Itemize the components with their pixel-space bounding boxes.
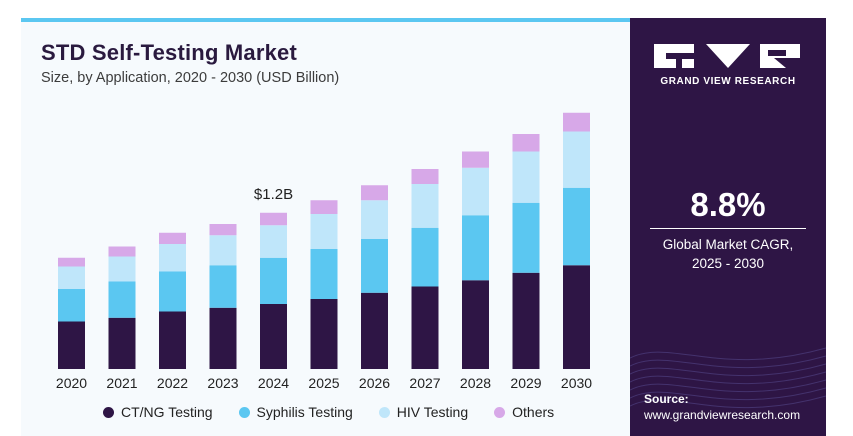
legend-item-syphilis: Syphilis Testing: [238, 404, 353, 420]
bar-2026-ct-ng-testing: [361, 292, 388, 369]
cagr-period: 2025 - 2030: [691, 256, 765, 271]
legend-label-hiv: HIV Testing: [396, 404, 469, 420]
bar-2029-others: [512, 134, 540, 152]
bar-2022-syphilis-testing: [159, 271, 186, 312]
stacked-bar-chart: 2020 2021 2022 2023 $1.2B 2024 2025 2026 2027 202…: [56, 112, 592, 391]
source-url[interactable]: www.grandviewresearch.com: [644, 408, 801, 422]
bar-2024-hiv-testing: [260, 225, 287, 258]
x-tick-label-2020: 2020: [56, 375, 87, 391]
bar-2022-others: [159, 232, 186, 244]
bar-2027-syphilis-testing: [411, 227, 439, 287]
x-tick-label-2022: 2022: [157, 375, 188, 391]
decorative-wave-pattern: [630, 347, 826, 409]
bar-2030-hiv-testing: [563, 131, 590, 188]
bar-2022-ct-ng-testing: [159, 311, 186, 369]
bar-2021-hiv-testing: [108, 256, 136, 282]
bar-2025-ct-ng-testing: [310, 299, 338, 369]
legend-item-ctng: CT/NG Testing: [103, 404, 213, 420]
x-tick-label-2024: 2024: [258, 375, 289, 391]
bar-2028-others: [462, 151, 489, 168]
legend-swatch-syphilis: [238, 406, 250, 418]
chart-card: STD Self-Testing Market Size, by Applica…: [21, 18, 826, 436]
bar-2020-others: [58, 257, 85, 267]
bar-2025-hiv-testing: [310, 214, 338, 249]
bar-2030-others: [563, 112, 590, 132]
bar-2024-others: [260, 212, 287, 226]
legend-label-ctng: CT/NG Testing: [121, 404, 213, 420]
bar-2027-ct-ng-testing: [411, 286, 439, 369]
x-tick-label-2026: 2026: [359, 375, 390, 391]
bar-2024-syphilis-testing: [260, 257, 287, 304]
bar-2029-hiv-testing: [512, 151, 540, 203]
grand-view-research-logo: [654, 44, 800, 68]
bar-2023-others: [209, 224, 237, 236]
bar-2026-syphilis-testing: [361, 239, 388, 293]
bar-2021-others: [108, 246, 136, 257]
x-tick-label-2029: 2029: [510, 375, 541, 391]
bar-2028-syphilis-testing: [462, 215, 489, 281]
cagr-label: Global Market CAGR,: [662, 237, 794, 252]
bar-2020-syphilis-testing: [58, 289, 85, 322]
legend-swatch-others: [494, 406, 506, 418]
legend-item-others: Others: [494, 404, 554, 420]
chart-title: STD Self-Testing Market: [41, 40, 298, 65]
chart-subtitle: Size, by Application, 2020 - 2030 (USD B…: [41, 70, 340, 86]
bar-2026-others: [361, 185, 388, 201]
side-panel: GRAND VIEW RESEARCH 8.8% Global Market C…: [630, 18, 826, 436]
legend-label-others: Others: [512, 404, 555, 420]
x-tick-label-2025: 2025: [308, 375, 339, 391]
x-tick-label-2027: 2027: [409, 375, 440, 391]
chart-legend: CT/NG Testing Syphilis Testing HIV Testi…: [103, 404, 580, 420]
cagr-divider: [650, 228, 806, 229]
bar-2030-ct-ng-testing: [563, 265, 590, 369]
x-tick-label-2028: 2028: [460, 375, 491, 391]
data-label-2024: $1.2B: [254, 186, 293, 203]
bar-2023-syphilis-testing: [209, 265, 237, 308]
top-accent-bar: [21, 18, 630, 22]
legend-label-syphilis: Syphilis Testing: [256, 404, 353, 420]
bar-2025-others: [310, 200, 338, 214]
bar-2026-hiv-testing: [361, 200, 388, 239]
x-tick-label-2030: 2030: [561, 375, 592, 391]
bar-2020-hiv-testing: [58, 266, 85, 289]
bar-2030-syphilis-testing: [563, 187, 590, 266]
bar-2020-ct-ng-testing: [58, 321, 85, 369]
source-label: Source:: [644, 392, 689, 406]
bar-2021-ct-ng-testing: [108, 317, 136, 369]
logo-text: GRAND VIEW RESEARCH: [660, 76, 796, 87]
bar-2029-ct-ng-testing: [512, 272, 540, 369]
legend-item-hiv: HIV Testing: [378, 404, 469, 420]
bar-2027-others: [411, 169, 439, 184]
bar-2024-ct-ng-testing: [260, 304, 287, 369]
bar-2025-syphilis-testing: [310, 249, 338, 299]
x-tick-label-2021: 2021: [106, 375, 137, 391]
bar-2023-ct-ng-testing: [209, 307, 237, 369]
legend-swatch-ctng: [103, 406, 114, 418]
bar-2028-hiv-testing: [462, 167, 489, 216]
cagr-label-block: Global Market CAGR, 2025 - 2030: [630, 235, 826, 273]
x-tick-label-2023: 2023: [207, 375, 238, 391]
bar-2027-hiv-testing: [411, 184, 439, 228]
bar-2028-ct-ng-testing: [462, 280, 489, 369]
bar-2022-hiv-testing: [159, 244, 186, 272]
bar-2023-hiv-testing: [209, 235, 237, 266]
bar-2021-syphilis-testing: [108, 281, 136, 318]
cagr-value: 8.8%: [690, 186, 766, 223]
bar-2029-syphilis-testing: [512, 202, 540, 273]
legend-swatch-hiv: [378, 406, 390, 418]
